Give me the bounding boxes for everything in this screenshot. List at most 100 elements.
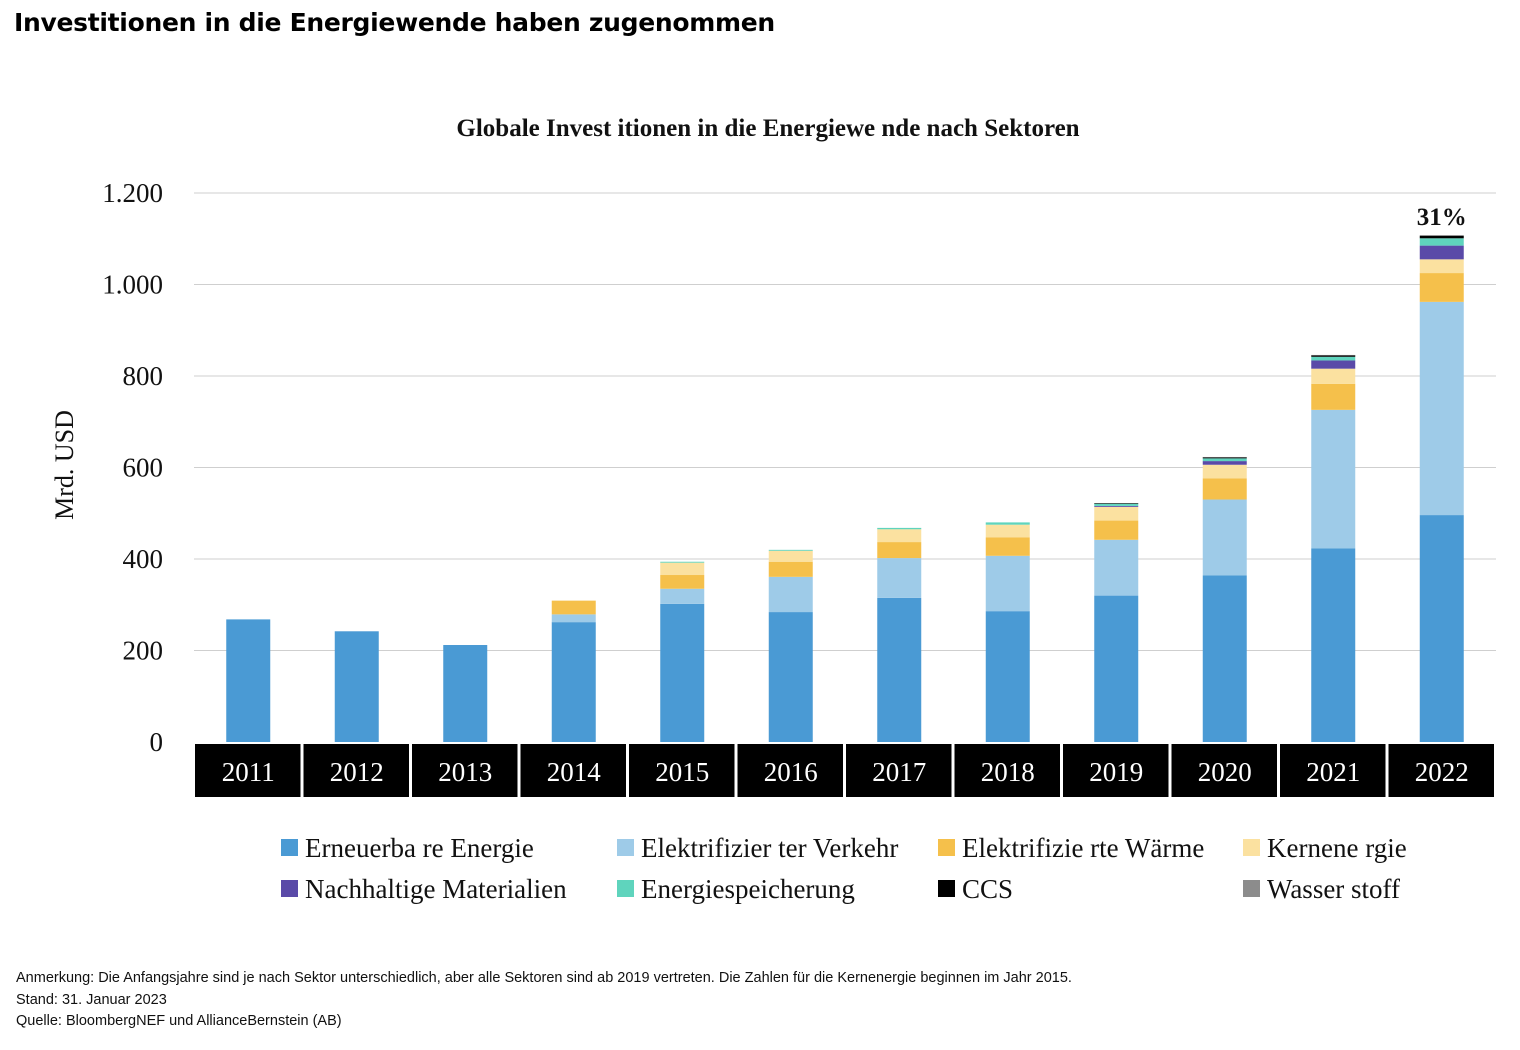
- x-tick-band: [520, 744, 626, 797]
- bar-segment: [768, 549, 813, 551]
- note-quelle: Quelle: BloombergNEF und AllianceBernste…: [16, 1013, 342, 1029]
- bar-segment: [660, 588, 705, 604]
- bar-segment: [1202, 457, 1247, 459]
- bar-segment: [877, 527, 922, 530]
- bar-segment: [660, 561, 705, 563]
- bar-segment: [1094, 506, 1139, 521]
- x-tick-band: [954, 744, 1060, 797]
- bar-segment: [1419, 238, 1464, 246]
- bar-segment: [1311, 409, 1356, 549]
- bar-segment: [551, 622, 596, 742]
- y-tick-label: 1.000: [102, 270, 163, 300]
- bar-segment: [660, 603, 705, 742]
- bar-segment: [985, 524, 1030, 538]
- bar-segment: [1094, 539, 1139, 596]
- bar-segment: [226, 619, 271, 742]
- x-tick-band: [846, 744, 952, 797]
- x-tick-band: [195, 744, 301, 797]
- bar-segment: [1419, 273, 1464, 302]
- bar-segment: [877, 597, 922, 742]
- x-axis-band: 2011 2012 2013 2014 2015 2016 2017 2018 2019 2020…: [195, 744, 1494, 797]
- grid-layer: [194, 192, 1496, 651]
- stacked-bar-chart: Globale Invest itionen in die Energiewe …: [50, 115, 1496, 904]
- bar-segment: [1094, 520, 1139, 540]
- page-headline: Investitionen in die Energiewende haben …: [14, 8, 775, 37]
- legend: Erneuerba re Energie Elektrifizier ter Ve…: [281, 833, 1407, 904]
- y-tick-label: 1.200: [102, 178, 163, 208]
- bar-segment: [985, 555, 1030, 612]
- bar-segment: [985, 537, 1030, 556]
- bar-segment: [768, 576, 813, 613]
- bar-segment: [1094, 503, 1139, 504]
- x-tick-label: 2022: [1415, 757, 1469, 787]
- y-tick-labels: 0 200 400 600 800 1.000 1.200: [102, 178, 163, 757]
- legend-label: Energiespeicherung: [641, 874, 855, 904]
- bar-segment: [1419, 259, 1464, 274]
- x-tick-label: 2011: [222, 757, 275, 787]
- bar-segment: [551, 600, 596, 615]
- bar-segment: [1311, 368, 1356, 384]
- x-tick-label: 2013: [438, 757, 492, 787]
- bar-segment: [551, 614, 596, 623]
- bar-segment: [877, 558, 922, 598]
- bar-segment: [768, 550, 813, 562]
- legend-swatch: [938, 880, 955, 897]
- bars-layer: [226, 235, 1464, 742]
- bar-segment: [1311, 383, 1356, 410]
- bar-segment: [877, 542, 922, 559]
- legend-label: Elektrifizie rte Wärme: [962, 833, 1204, 863]
- x-tick-band: [303, 744, 409, 797]
- legend-swatch: [617, 880, 634, 897]
- x-tick-label: 2019: [1089, 757, 1143, 787]
- legend-label: CCS: [962, 874, 1013, 904]
- bar-segment: [1311, 355, 1356, 357]
- y-tick-label: 400: [123, 544, 164, 574]
- bar-segment: [1419, 515, 1464, 742]
- bar-segment: [1419, 245, 1464, 260]
- bar-segment: [1202, 464, 1247, 479]
- bar-segment: [985, 611, 1030, 742]
- y-tick-label: 0: [150, 727, 164, 757]
- x-tick-label: 2016: [764, 757, 818, 787]
- annotations-layer: 31%: [1417, 204, 1467, 231]
- x-tick-band: [737, 744, 843, 797]
- note-anmerkung: Anmerkung: Die Anfangsjahre sind je nach…: [16, 970, 1072, 986]
- x-tick-band: [1171, 744, 1277, 797]
- bar-segment: [768, 612, 813, 742]
- bar-segment: [443, 645, 488, 742]
- legend-label: Nachhaltige Materialien: [305, 874, 567, 904]
- x-tick-band: [412, 744, 518, 797]
- x-tick-band: [1063, 744, 1169, 797]
- bar-segment: [1094, 503, 1139, 506]
- x-tick-label: 2017: [872, 757, 926, 787]
- y-tick-label: 600: [123, 453, 164, 483]
- legend-label: Wasser stoff: [1267, 874, 1400, 904]
- bar-segment: [1311, 354, 1356, 356]
- legend-swatch: [1243, 839, 1260, 856]
- x-tick-label: 2015: [655, 757, 709, 787]
- chart-title: Globale Invest itionen in die Energiewe …: [456, 115, 1079, 142]
- legend-label: Elektrifizier ter Verkehr: [641, 833, 898, 863]
- bar-segment: [334, 631, 379, 742]
- legend-label: Erneuerba re Energie: [305, 833, 534, 863]
- bar-annotation: 31%: [1417, 204, 1467, 231]
- bar-segment: [1311, 548, 1356, 742]
- bar-segment: [1202, 456, 1247, 458]
- y-tick-label: 200: [123, 636, 164, 666]
- legend-swatch: [617, 839, 634, 856]
- bar-segment: [877, 529, 922, 543]
- x-tick-label: 2014: [547, 757, 602, 787]
- x-tick-label: 2012: [330, 757, 384, 787]
- bar-segment: [1202, 461, 1247, 465]
- bar-segment: [1419, 236, 1464, 239]
- footnotes: Anmerkung: Die Anfangsjahre sind je nach…: [16, 968, 1072, 1033]
- bar-segment: [1419, 301, 1464, 516]
- bar-segment: [985, 522, 1030, 525]
- x-tick-label: 2021: [1306, 757, 1360, 787]
- bar-segment: [1202, 458, 1247, 462]
- y-tick-label: 800: [123, 361, 164, 391]
- legend-swatch: [1243, 880, 1260, 897]
- bar-segment: [1311, 356, 1356, 361]
- y-axis-label: Mrd. USD: [50, 410, 79, 520]
- x-tick-label: 2020: [1198, 757, 1252, 787]
